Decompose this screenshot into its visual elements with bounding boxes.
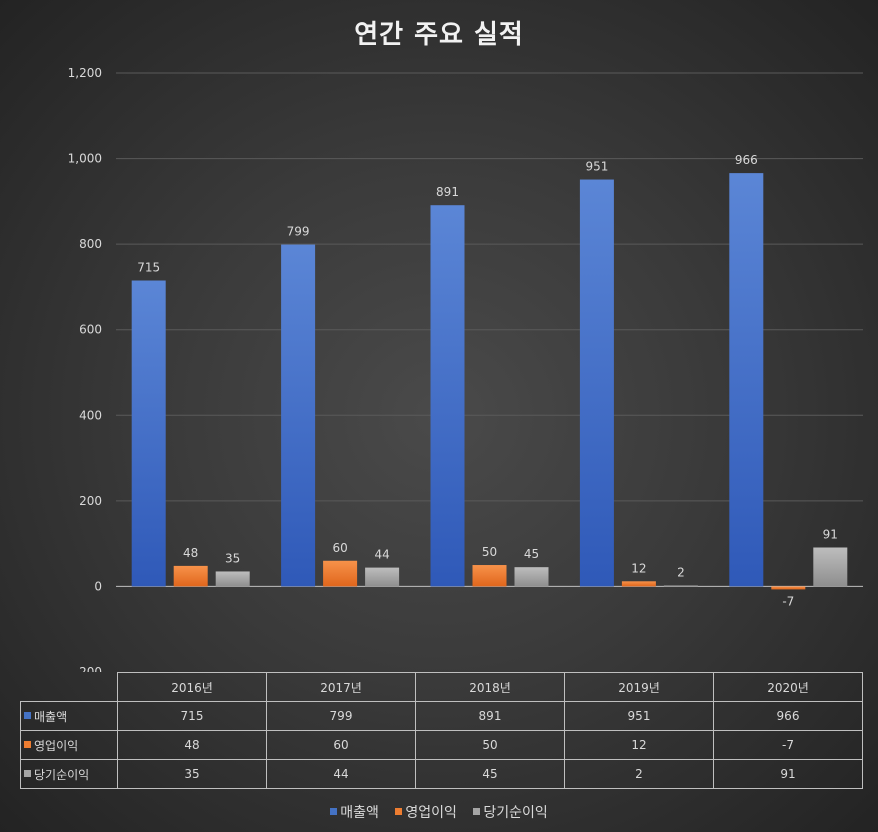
data-table-cell: 35 [117,759,267,789]
data-label: 12 [631,561,646,575]
data-table-header-cell: 2016년 [117,672,267,702]
y-tick-label: 400 [79,408,102,422]
bar-영업이익-2020년 [771,586,806,590]
data-table-header-cell: 2019년 [564,672,714,702]
bar-영업이익-2016년 [173,565,208,587]
legend-swatch-icon [473,808,481,815]
bar-당기순이익-2020년 [813,547,848,587]
data-table-row: 당기순이익 35 44 45 2 91 [20,759,863,789]
y-tick-label: 1,200 [68,66,102,80]
legend: 매출액 영업이익 당기순이익 [0,802,878,822]
data-table-cell: 60 [266,730,416,760]
bar-매출액-2018년 [430,205,465,587]
data-label: 48 [183,546,198,560]
bar-매출액-2020년 [729,173,764,587]
chart-title: 연간 주요 실적 [354,20,524,50]
data-table-row-header: 영업이익 [20,730,118,760]
data-label: 951 [585,160,608,174]
legend-item: 당기순이익 [473,802,548,822]
data-table-header-row: 2016년 2017년 2018년 2019년 2020년 [20,672,863,702]
data-label: 44 [374,548,389,562]
data-label: 45 [524,547,539,561]
data-table-cell: 951 [564,701,714,731]
bar-매출액-2017년 [281,244,316,587]
data-table-header-cell: 2020년 [713,672,863,702]
data-table-cell: 891 [415,701,565,731]
data-table-row-header: 매출액 [20,701,118,731]
data-table-cell: 45 [415,759,565,789]
data-label: -7 [782,594,794,608]
data-label: 715 [137,261,160,275]
data-table-cell: 50 [415,730,565,760]
data-table-cell: 2 [564,759,714,789]
data-table: 2016년 2017년 2018년 2019년 2020년 매출액 715 79… [20,672,863,789]
y-tick-label: 600 [79,323,102,337]
data-label: 891 [436,185,459,199]
data-label: 60 [332,541,347,555]
data-label: 966 [735,153,758,167]
series-swatch-icon [24,769,31,777]
data-table-cell: 799 [266,701,416,731]
data-label: 2 [677,566,685,580]
y-tick-label: -200 [75,665,102,672]
bar-매출액-2016년 [131,280,166,587]
data-table-row-header: 당기순이익 [20,759,118,789]
data-table-header-cell: 2017년 [266,672,416,702]
bar-당기순이익-2018년 [514,567,549,587]
y-tick-label: 800 [79,237,102,251]
data-table-cell: 48 [117,730,267,760]
bar-당기순이익-2017년 [365,567,400,587]
data-table-header-cell: 2018년 [415,672,565,702]
data-table-row: 영업이익 48 60 50 12 -7 [20,730,863,760]
y-tick-label: 1,000 [68,152,102,166]
data-table-cell: 12 [564,730,714,760]
chart-area: -200 0 200 400 600 800 1,000 1,200 715 48 35 799 60… [68,66,863,672]
bar-당기순이익-2016년 [215,571,250,587]
bar-매출액-2019년 [579,179,614,587]
data-label: 799 [287,225,310,239]
legend-swatch-icon [395,808,403,815]
data-table-cell: 91 [713,759,863,789]
y-tick-label: 0 [94,579,102,593]
legend-swatch-icon [330,808,338,815]
series-swatch-icon [24,711,31,719]
bar-영업이익-2019년 [621,581,656,587]
y-tick-label: 200 [79,494,102,508]
bar-영업이익-2017년 [323,560,358,587]
legend-item: 매출액 [330,802,379,822]
legend-item: 영업이익 [395,802,457,822]
data-label: 35 [225,551,240,565]
data-table-cell: 715 [117,701,267,731]
data-label: 91 [823,527,838,541]
data-table-cell: -7 [713,730,863,760]
data-table-cell: 44 [266,759,416,789]
data-label: 50 [482,545,497,559]
data-table-row: 매출액 715 799 891 951 966 [20,701,863,731]
bar-영업이익-2018년 [472,565,507,587]
bar-당기순이익-2019년 [663,585,698,587]
series-swatch-icon [24,740,31,748]
data-table-cell: 966 [713,701,863,731]
